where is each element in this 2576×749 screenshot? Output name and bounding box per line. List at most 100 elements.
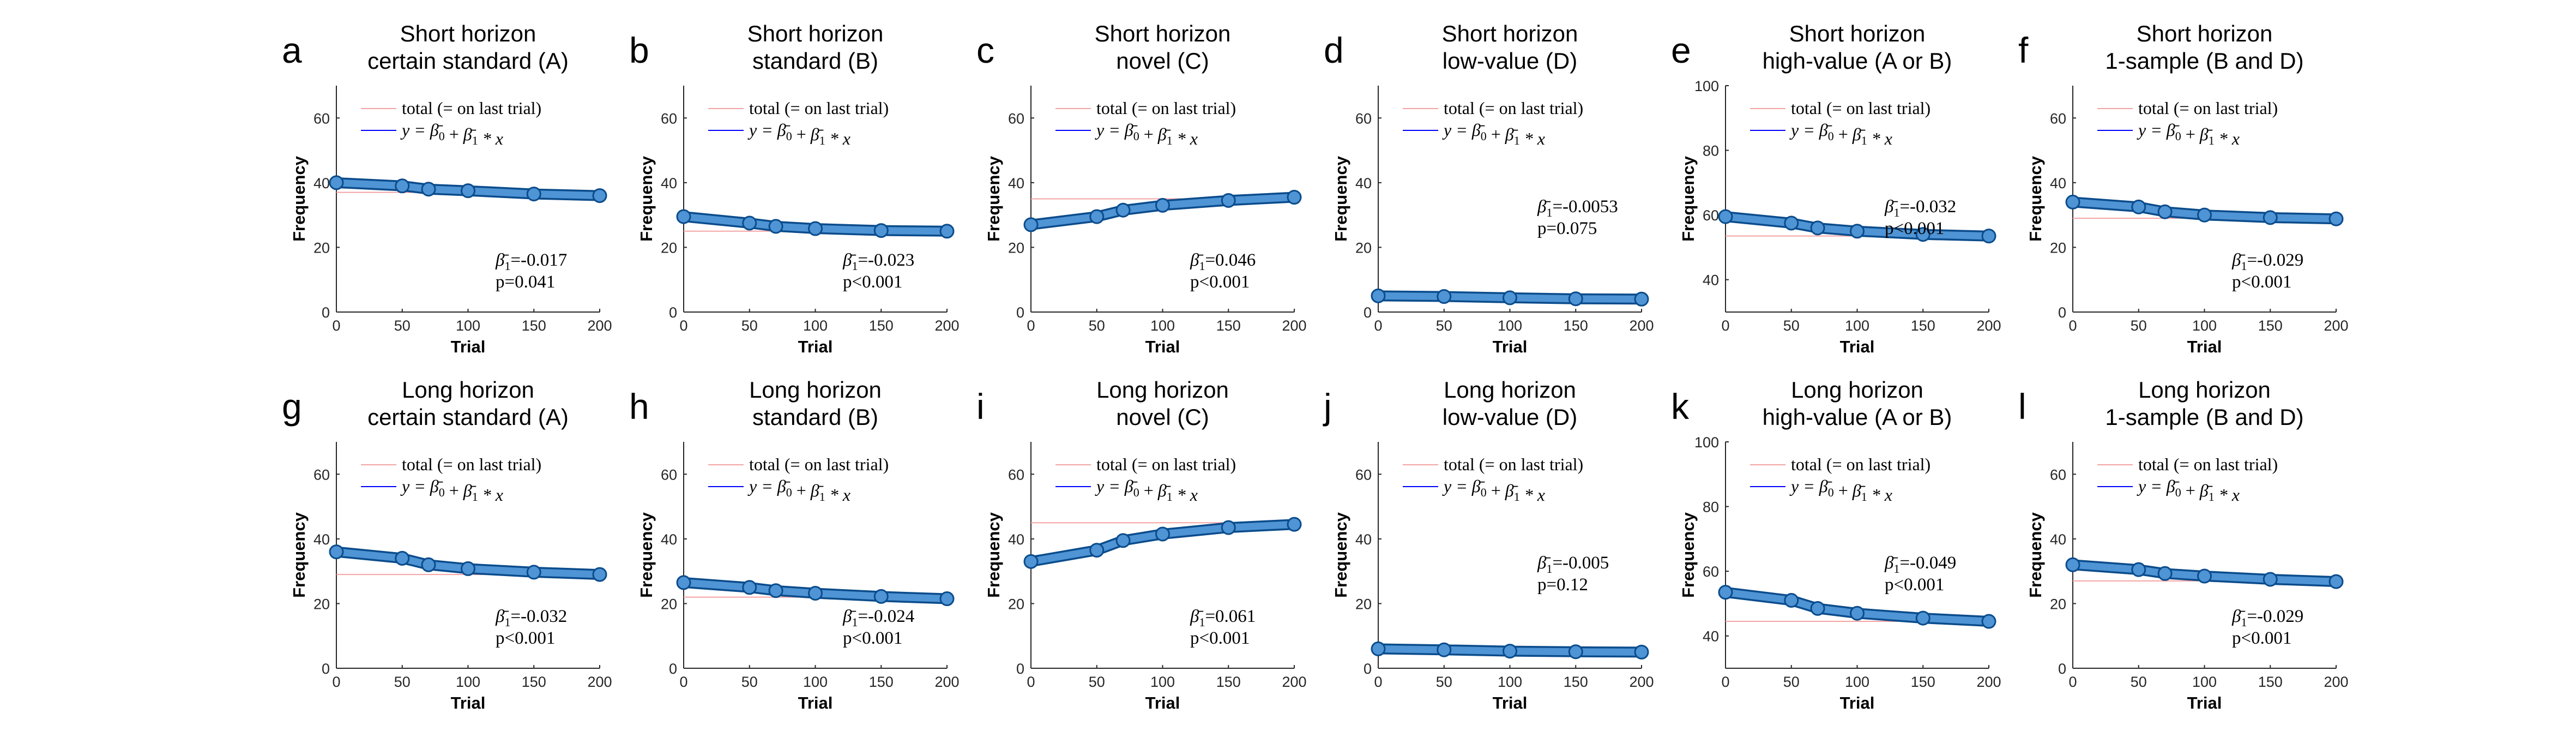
data-point [2131, 199, 2146, 214]
panel-letter: j [1323, 386, 1332, 427]
pvalue-annotation: p=0.12 [1537, 575, 1588, 595]
fit-line [2069, 198, 2340, 223]
data-point [768, 219, 783, 234]
y-tick-label: 60 [313, 466, 330, 483]
fit-line [680, 579, 951, 602]
y-tick-label: 0 [669, 661, 677, 677]
x-tick-label: 150 [1911, 317, 1935, 334]
y-tick-label: 40 [2050, 531, 2066, 548]
x-tick-label: 150 [522, 674, 546, 690]
panel-title-line1: Long horizon [2138, 377, 2271, 403]
y-axis-label: Frequency [637, 512, 656, 598]
panel-title-line1: Long horizon [1444, 377, 1576, 403]
legend-total-label: total (= on last trial) [1444, 98, 1583, 118]
pvalue-annotation: p<0.001 [843, 628, 902, 648]
data-point [1115, 202, 1131, 218]
data-point [2065, 194, 2080, 209]
beta1-annotation: β̄1=-0.023 [842, 250, 914, 273]
x-tick-label: 150 [2258, 317, 2283, 334]
data-point [2197, 568, 2212, 584]
x-tick-label: 0 [1721, 674, 1729, 690]
panel-letter: e [1671, 30, 1691, 70]
x-tick-label: 100 [2192, 317, 2217, 334]
x-tick-label: 200 [587, 674, 612, 690]
data-point [676, 209, 691, 224]
panel-title-line2: high-value (A or B) [1763, 404, 1952, 430]
panel-title-line2: standard (B) [752, 48, 878, 74]
x-axis-label: Trial [1145, 693, 1180, 712]
data-point [2328, 211, 2344, 226]
data-point [421, 182, 436, 197]
x-tick-label: 100 [1150, 317, 1175, 334]
x-tick-label: 150 [1564, 317, 1588, 334]
data-point [1155, 197, 1170, 213]
data-point [676, 575, 691, 590]
y-tick-label: 0 [669, 304, 677, 321]
panel-title-line1: Long horizon [749, 377, 882, 403]
y-tick-label: 40 [313, 175, 330, 191]
y-tick-label: 60 [1355, 110, 1372, 127]
x-tick-label: 50 [394, 674, 411, 690]
data-point [1915, 227, 1931, 242]
y-tick-label: 20 [313, 596, 330, 612]
y-tick-label: 0 [1364, 304, 1372, 321]
pvalue-annotation: p<0.001 [2232, 272, 2291, 292]
data-point [1568, 291, 1583, 307]
y-tick-label: 0 [1016, 661, 1024, 677]
panel-title-line1: Short horizon [400, 21, 536, 46]
data-point [1115, 533, 1131, 548]
x-tick-label: 0 [332, 674, 340, 690]
x-tick-label: 0 [2068, 674, 2077, 690]
legend-total-label: total (= on last trial) [1791, 454, 1931, 474]
data-point [2157, 566, 2173, 581]
y-axis-label: Frequency [2026, 155, 2045, 242]
data-point [526, 187, 541, 202]
data-point [1810, 601, 1825, 616]
data-point [2157, 204, 2173, 219]
data-point [1221, 193, 1236, 208]
legend-fit-label: y = β̄0 + β̄1 * x [1095, 120, 1198, 148]
data-point [395, 550, 410, 566]
x-tick-label: 150 [1216, 317, 1241, 334]
x-tick-label: 200 [1976, 674, 2001, 690]
data-point [1371, 288, 1386, 303]
legend-fit-label: y = β̄0 + β̄1 * x [400, 476, 503, 505]
data-point [421, 557, 436, 572]
y-tick-label: 20 [1355, 596, 1372, 612]
x-tick-label: 200 [934, 674, 959, 690]
data-point [939, 224, 955, 239]
y-tick-label: 40 [1703, 628, 1719, 645]
x-tick-label: 150 [1911, 674, 1935, 690]
x-tick-label: 100 [1498, 317, 1522, 334]
y-axis-label: Frequency [1331, 512, 1350, 598]
panel-title-line2: 1-sample (B and D) [2105, 404, 2303, 430]
fit-line [1027, 520, 1298, 565]
data-point [1023, 217, 1039, 232]
y-axis-label: Frequency [984, 512, 1003, 598]
data-point [939, 591, 955, 607]
x-tick-label: 100 [456, 317, 480, 334]
panel-letter: d [1324, 30, 1344, 70]
x-axis-label: Trial [1493, 693, 1528, 712]
panel-title-line1: Short horizon [1789, 21, 1926, 46]
data-point [2197, 207, 2212, 223]
data-point [1089, 543, 1105, 558]
panel-title-line2: standard (B) [752, 404, 878, 430]
x-tick-label: 50 [2131, 674, 2147, 690]
legend-fit-label: y = β̄0 + β̄1 * x [1789, 476, 1892, 505]
panel-title-line2: low-value (D) [1443, 404, 1577, 430]
data-point [1568, 644, 1583, 660]
y-tick-label: 20 [1008, 239, 1024, 256]
legend-fit-label: y = β̄0 + β̄1 * x [1095, 476, 1198, 505]
legend-fit-label: y = β̄0 + β̄1 * x [1442, 120, 1545, 148]
x-tick-label: 50 [1089, 317, 1105, 334]
x-axis-label: Trial [451, 337, 486, 356]
x-tick-label: 0 [332, 317, 340, 334]
legend-fit-label: y = β̄0 + β̄1 * x [1789, 120, 1892, 148]
x-tick-label: 150 [869, 674, 894, 690]
